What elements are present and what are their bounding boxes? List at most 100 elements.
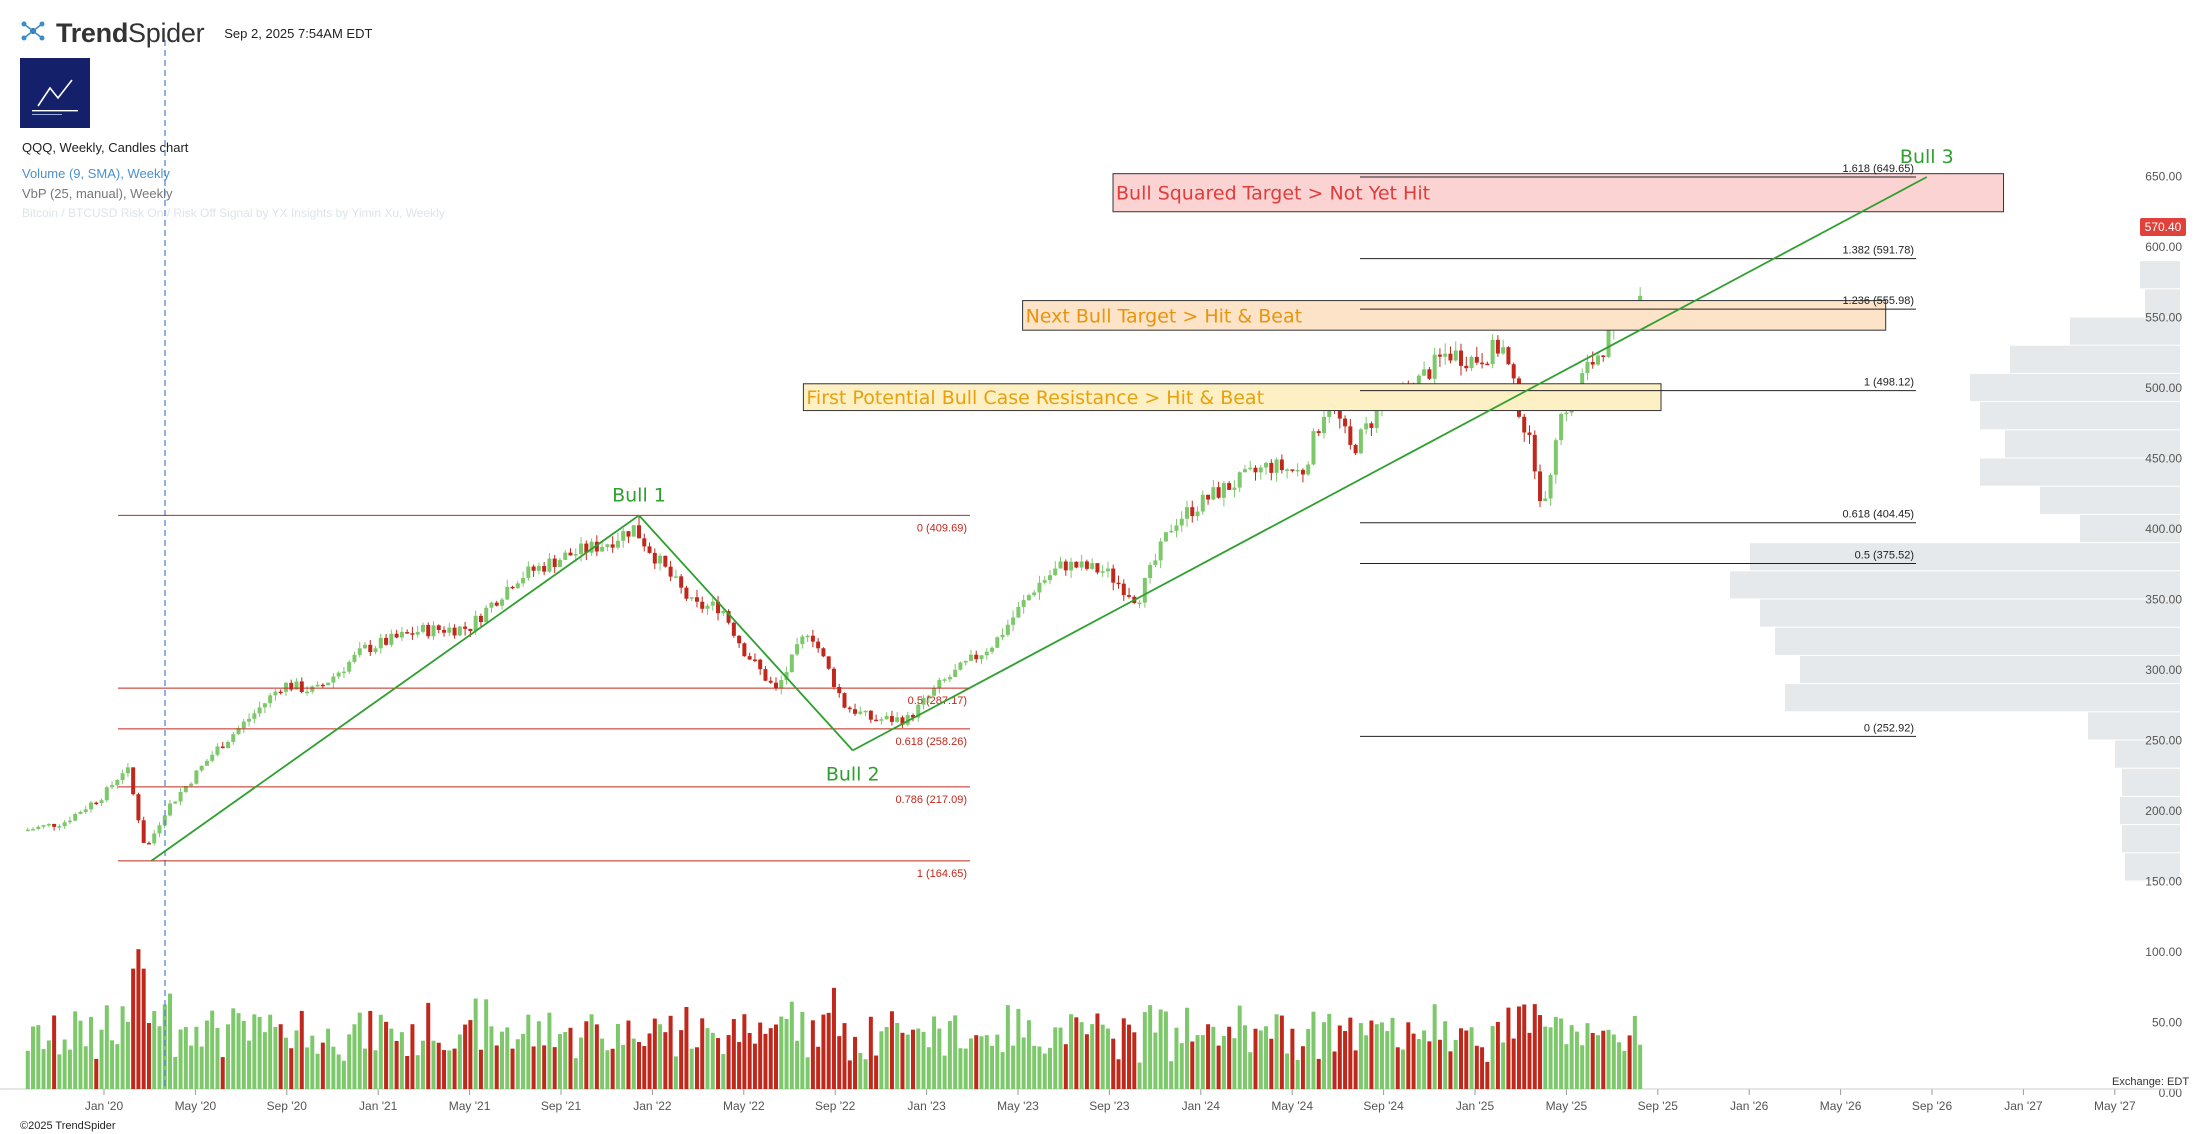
volume-bar: [452, 1048, 457, 1089]
volume-bar: [1596, 1035, 1600, 1089]
vbp-legend[interactable]: VbP (25, manual), Weekly: [22, 186, 173, 201]
volume-bar: [1358, 1023, 1363, 1089]
candle-body: [52, 823, 57, 827]
volume-bar: [1495, 1021, 1500, 1089]
candle-body: [457, 626, 462, 636]
candle-body: [579, 543, 584, 555]
volume-bar: [1121, 1018, 1126, 1089]
candle-body: [415, 631, 420, 635]
volume-bar: [1132, 1032, 1137, 1089]
candle-body: [363, 644, 367, 649]
volume-bar: [494, 1045, 499, 1089]
volume-bar: [1427, 1041, 1432, 1089]
volume-bar: [1111, 1038, 1116, 1089]
volume-bar: [299, 1010, 304, 1089]
volume-legend[interactable]: Volume (9, SMA), Weekly: [22, 166, 170, 181]
candle-body: [900, 717, 905, 725]
candle-body: [1374, 409, 1379, 428]
volume-bar: [1221, 1036, 1226, 1089]
candle-body: [926, 695, 931, 698]
y-tick-label: 250.00: [2145, 734, 2182, 748]
candle-body: [879, 719, 884, 721]
candle-body: [605, 544, 610, 547]
volume-bar: [1090, 1024, 1095, 1089]
fib-extension-label: 0.5 (375.52): [1855, 550, 1914, 562]
volume-bar: [373, 1050, 378, 1089]
volume-bar: [162, 1004, 167, 1089]
candle-body: [1290, 469, 1295, 471]
candle-body: [283, 682, 288, 692]
candle-body: [320, 684, 325, 687]
volume-bar: [1042, 1053, 1047, 1089]
indicator-legend[interactable]: Bitcoin / BTCUSD Risk On / Risk Off Sign…: [22, 206, 445, 220]
candle-body: [1495, 339, 1500, 354]
volume-bar: [1369, 1020, 1374, 1089]
volume-bar: [152, 1011, 157, 1089]
volume-bar: [1432, 1004, 1437, 1089]
candle-body: [1179, 518, 1184, 526]
volume-bar: [1095, 1013, 1100, 1089]
candle-body: [352, 654, 357, 662]
volume-bar: [326, 1028, 331, 1089]
x-tick-label: Jan '26: [1730, 1099, 1769, 1113]
volume-bar: [141, 968, 146, 1089]
volume-bar: [747, 1033, 752, 1089]
candle-body: [178, 791, 183, 802]
volume-bar: [684, 1007, 689, 1089]
candle-body: [1074, 561, 1079, 568]
volume-bar: [215, 1027, 220, 1089]
volume-bar: [1348, 1017, 1353, 1089]
candle-body: [1211, 487, 1216, 500]
candle-body: [784, 672, 789, 681]
candle-body: [315, 684, 320, 687]
candle-body: [257, 707, 262, 714]
volume-bar: [1142, 1012, 1147, 1089]
trendspider-logo-icon: [20, 20, 46, 47]
candle-body: [484, 607, 489, 623]
zone-label: Bull Squared Target > Not Yet Hit: [1116, 183, 1430, 205]
volume-bar: [1543, 1026, 1548, 1089]
candle-body: [1248, 467, 1253, 470]
volume-bar: [1548, 1027, 1553, 1089]
candle-body: [89, 802, 93, 810]
volume-bar: [716, 1038, 721, 1089]
volume-bar: [1079, 1022, 1084, 1089]
candle-body: [115, 780, 120, 786]
volume-bar: [1574, 1031, 1579, 1089]
candle-body: [721, 611, 726, 614]
volume-bar: [863, 1059, 868, 1089]
candle-body: [1105, 568, 1110, 572]
candle-body: [1000, 634, 1005, 638]
vbp-bar: [2088, 712, 2180, 740]
symbol-legend[interactable]: QQQ, Weekly, Candles chart: [22, 140, 189, 155]
x-tick-label: May '21: [449, 1099, 491, 1113]
volume-bar: [1474, 1045, 1479, 1089]
target-zone: [1022, 300, 1887, 331]
candle-body: [289, 682, 294, 690]
y-tick-label: 300.00: [2145, 663, 2182, 677]
candle-body: [120, 773, 125, 781]
volume-bar: [204, 1020, 209, 1089]
volume-bar: [679, 1030, 684, 1089]
volume-bar: [552, 1047, 557, 1089]
volume-bar: [694, 1047, 699, 1089]
volume-bar: [853, 1036, 858, 1089]
candle-body: [1042, 580, 1047, 583]
candle-body: [1606, 328, 1611, 357]
volume-bar: [1179, 1043, 1184, 1089]
volume-bar: [858, 1052, 863, 1089]
candle-body: [1100, 571, 1105, 573]
volume-bar: [615, 1023, 620, 1089]
candle-body: [547, 558, 552, 572]
candle-body: [436, 625, 441, 630]
candle-body: [542, 566, 547, 572]
candle-body: [299, 681, 304, 693]
candle-body: [1448, 353, 1453, 361]
candle-body: [157, 825, 162, 834]
candle-body: [589, 541, 594, 553]
candle-body: [863, 710, 868, 713]
candle-body: [847, 707, 852, 710]
volume-bar: [1506, 1007, 1511, 1089]
candle-body: [373, 648, 378, 652]
